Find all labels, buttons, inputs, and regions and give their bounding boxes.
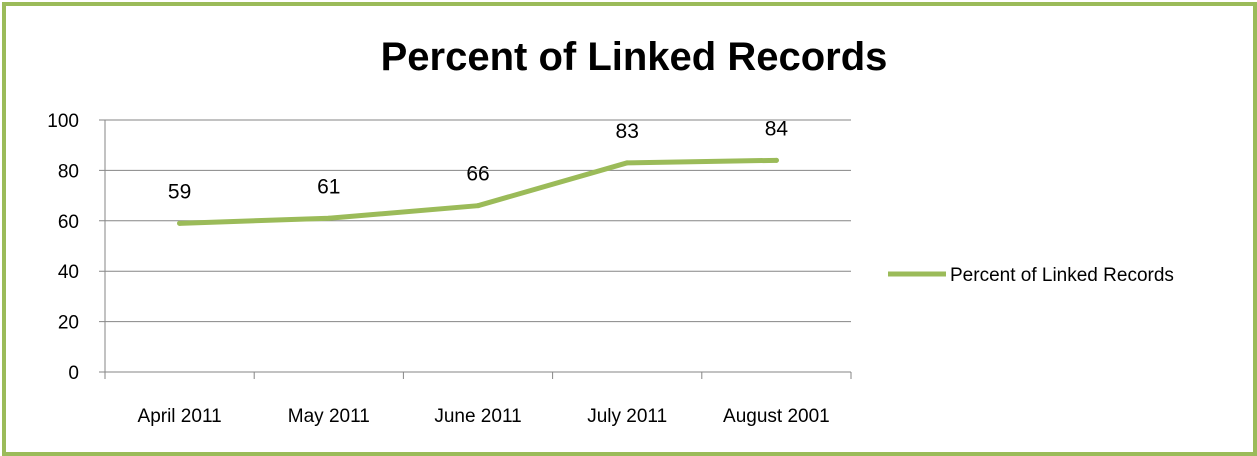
legend: Percent of Linked Records: [888, 265, 1174, 286]
data-point-0: [177, 220, 183, 226]
x-tick-label-3: July 2011: [587, 406, 667, 427]
x-axis-tick-labels: April 2011 May 2011 June 2011 July 2011 Augu…: [138, 406, 830, 427]
data-point-3: [624, 160, 630, 166]
y-tick-label-0: 0: [68, 363, 79, 384]
series-lines: [177, 157, 779, 226]
data-label-4: 84: [765, 117, 789, 140]
legend-label: Percent of Linked Records: [950, 265, 1174, 286]
chart-title: Percent of Linked Records: [381, 35, 888, 79]
axes: [104, 120, 852, 379]
y-tick-label-60: 60: [58, 212, 79, 233]
gridlines: [99, 119, 851, 373]
y-tick-label-40: 40: [58, 262, 79, 283]
y-tick-label-20: 20: [58, 313, 79, 334]
data-point-1: [326, 215, 332, 221]
data-labels: 59 61 66 83 84: [168, 117, 788, 203]
data-label-3: 83: [616, 120, 639, 143]
data-point-4: [773, 157, 779, 163]
x-tick-label-2: June 2011: [434, 406, 521, 427]
data-label-1: 61: [317, 175, 340, 198]
data-label-0: 59: [168, 180, 191, 203]
x-tick-label-1: May 2011: [288, 406, 370, 427]
y-tick-label-100: 100: [47, 111, 79, 132]
y-tick-label-80: 80: [58, 161, 79, 182]
data-label-2: 66: [466, 163, 489, 186]
y-axis-tick-labels: 0 20 40 60 80 100: [47, 111, 79, 384]
x-tick-label-0: April 2011: [138, 406, 222, 427]
data-point-2: [475, 203, 481, 209]
x-tick-label-4: August 2001: [723, 406, 830, 427]
